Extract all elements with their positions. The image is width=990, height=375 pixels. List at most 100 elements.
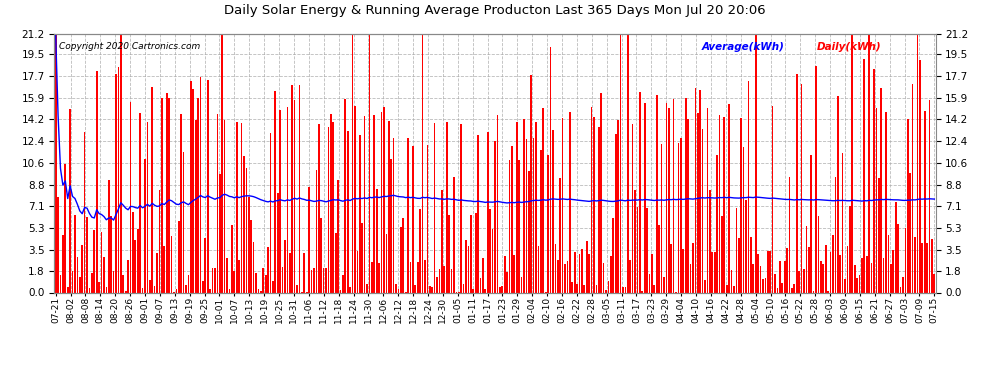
Bar: [185, 285, 187, 292]
Bar: [390, 159, 392, 292]
Bar: [291, 85, 293, 292]
Bar: [161, 98, 162, 292]
Bar: [123, 275, 124, 292]
Bar: [828, 291, 829, 292]
Bar: [130, 102, 132, 292]
Bar: [803, 269, 805, 292]
Bar: [702, 129, 704, 292]
Bar: [410, 262, 412, 292]
Bar: [868, 34, 870, 292]
Bar: [371, 262, 372, 292]
Bar: [86, 217, 88, 292]
Bar: [54, 34, 56, 292]
Bar: [658, 225, 660, 292]
Bar: [543, 108, 545, 292]
Bar: [724, 117, 725, 292]
Bar: [690, 264, 691, 292]
Bar: [265, 274, 266, 292]
Bar: [417, 262, 419, 292]
Bar: [747, 81, 749, 292]
Bar: [564, 264, 566, 292]
Bar: [106, 287, 107, 292]
Bar: [523, 120, 525, 292]
Bar: [767, 252, 768, 292]
Bar: [200, 77, 201, 292]
Bar: [467, 246, 469, 292]
Bar: [368, 34, 370, 292]
Bar: [842, 153, 843, 292]
Bar: [137, 229, 139, 292]
Bar: [489, 209, 491, 292]
Bar: [897, 224, 899, 292]
Bar: [84, 132, 85, 292]
Bar: [140, 113, 141, 292]
Bar: [71, 272, 73, 292]
Bar: [388, 121, 390, 292]
Bar: [593, 117, 595, 292]
Bar: [385, 234, 387, 292]
Bar: [354, 106, 355, 292]
Bar: [791, 288, 793, 292]
Bar: [262, 268, 264, 292]
Bar: [57, 197, 59, 292]
Bar: [269, 133, 271, 292]
Bar: [871, 263, 872, 292]
Bar: [808, 246, 810, 292]
Bar: [644, 103, 645, 292]
Bar: [79, 277, 80, 292]
Bar: [917, 34, 919, 292]
Bar: [250, 220, 252, 292]
Bar: [786, 248, 788, 292]
Bar: [212, 268, 214, 292]
Bar: [378, 263, 380, 292]
Bar: [801, 84, 803, 292]
Bar: [873, 69, 875, 292]
Text: Daily(kWh): Daily(kWh): [817, 42, 881, 51]
Bar: [837, 96, 839, 292]
Bar: [825, 244, 827, 292]
Bar: [103, 257, 105, 292]
Bar: [858, 274, 860, 292]
Bar: [402, 218, 404, 292]
Bar: [574, 252, 575, 292]
Bar: [526, 140, 528, 292]
Bar: [581, 249, 583, 292]
Bar: [482, 258, 484, 292]
Bar: [393, 138, 394, 292]
Bar: [830, 252, 832, 292]
Bar: [195, 120, 196, 292]
Bar: [741, 118, 742, 292]
Bar: [282, 267, 283, 292]
Bar: [395, 284, 397, 292]
Bar: [511, 146, 513, 292]
Bar: [833, 236, 834, 292]
Bar: [637, 207, 639, 292]
Bar: [653, 285, 655, 292]
Bar: [576, 284, 578, 292]
Bar: [714, 252, 716, 292]
Bar: [762, 279, 764, 292]
Bar: [754, 34, 756, 292]
Bar: [521, 277, 523, 292]
Bar: [415, 285, 416, 292]
Text: Average(kWh): Average(kWh): [702, 42, 785, 51]
Bar: [509, 159, 510, 292]
Bar: [412, 146, 414, 292]
Bar: [244, 156, 245, 292]
Bar: [356, 251, 358, 292]
Bar: [613, 218, 614, 292]
Bar: [115, 74, 117, 292]
Bar: [835, 177, 837, 292]
Bar: [605, 290, 607, 292]
Bar: [343, 276, 344, 292]
Bar: [559, 178, 561, 292]
Bar: [561, 118, 563, 292]
Bar: [660, 144, 662, 292]
Bar: [603, 264, 605, 292]
Bar: [187, 275, 189, 292]
Bar: [853, 265, 855, 292]
Bar: [248, 198, 249, 292]
Bar: [407, 138, 409, 292]
Bar: [907, 120, 909, 292]
Bar: [349, 287, 351, 292]
